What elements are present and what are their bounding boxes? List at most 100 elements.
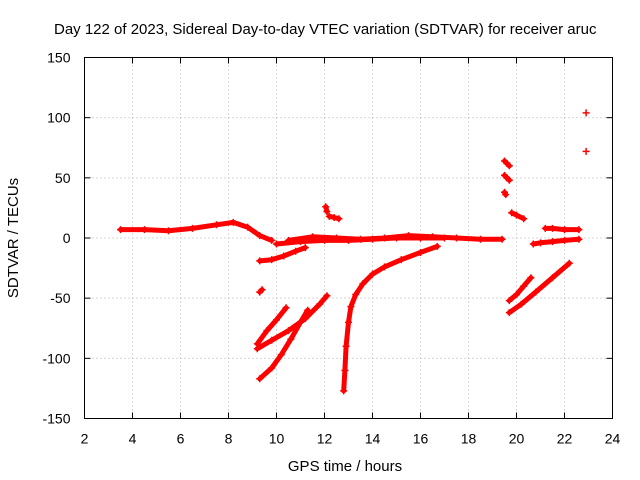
series-track-12 (501, 157, 513, 170)
data-point-marker (575, 235, 583, 243)
data-point-marker (342, 342, 350, 350)
data-point-marker (213, 221, 220, 229)
x-tick-label: 14 (365, 431, 381, 447)
data-point-marker (323, 292, 331, 300)
y-tick-label: -100 (42, 350, 70, 366)
data-point-marker (582, 109, 590, 117)
series-track-14 (501, 188, 510, 199)
data-point-marker (244, 223, 252, 231)
series-track-9 (322, 203, 331, 216)
x-tick-label: 4 (129, 431, 137, 447)
data-point-marker (513, 291, 520, 299)
series-track-11 (340, 242, 441, 395)
series-track-19 (505, 259, 573, 317)
data-point-marker (256, 232, 264, 240)
data-point-marker (277, 351, 285, 359)
series-track-8 (285, 232, 506, 244)
data-point-marker (285, 327, 292, 335)
data-point-marker (565, 259, 573, 267)
series-track-3 (256, 286, 266, 296)
x-tick-label: 8 (225, 431, 233, 447)
x-tick-labels: 2 4 6 8 10 12 14 16 18 20 22 24 (81, 431, 621, 447)
data-point-marker (537, 239, 544, 247)
data-point-marker (341, 366, 349, 374)
data-point-marker (268, 336, 276, 344)
data-point-marker (549, 274, 556, 282)
data-point-marker (282, 304, 290, 312)
data-point-marker (381, 263, 388, 271)
data-point-marker (575, 226, 583, 234)
data-point-marker (505, 297, 513, 305)
data-point-marker (508, 209, 516, 217)
series-line (286, 233, 505, 243)
data-point-marker (529, 240, 537, 248)
data-point-marker (505, 309, 513, 317)
x-tick-label: 6 (177, 431, 185, 447)
y-tick-labels: -150 -100 -50 0 50 100 150 (42, 50, 70, 427)
data-point-marker (273, 316, 280, 324)
data-point-marker (325, 212, 333, 220)
data-point-marker (359, 280, 367, 288)
data-point-marker (347, 303, 355, 311)
series-track-6 (256, 306, 312, 383)
data-point-marker (253, 345, 261, 353)
y-tick-label: -50 (50, 290, 70, 306)
data-point-marker (561, 236, 568, 244)
data-point-marker (505, 162, 513, 170)
data-point-marker (505, 176, 513, 184)
axis-ticks (84, 57, 613, 419)
series-line (254, 305, 289, 347)
data-point-marker (549, 238, 556, 246)
data-point-marker (477, 235, 484, 243)
data-point-marker (297, 318, 304, 326)
data-point-marker (541, 224, 549, 232)
data-point-marker (309, 233, 316, 241)
data-point-marker (280, 252, 288, 260)
x-tick-label: 12 (317, 431, 333, 447)
data-point-marker (357, 235, 364, 243)
data-point-marker (268, 256, 276, 264)
y-tick-label: -150 (42, 411, 70, 427)
series-line (257, 307, 311, 382)
series-track-16 (529, 235, 583, 248)
y-tick-label: 50 (55, 170, 71, 186)
data-point-marker (330, 214, 338, 222)
data-point-marker (520, 215, 528, 223)
data-point-marker (322, 203, 330, 211)
x-tick-label: 18 (461, 431, 477, 447)
x-tick-label: 2 (81, 431, 89, 447)
data-point-marker (285, 236, 292, 244)
x-axis-label: GPS time / hours (288, 458, 402, 475)
data-series (117, 109, 590, 395)
data-point-marker (287, 335, 295, 343)
data-point-marker (256, 257, 264, 265)
data-point-marker (316, 300, 324, 308)
data-point-marker (189, 224, 196, 232)
series-line (506, 260, 572, 316)
data-point-marker (433, 242, 441, 250)
data-point-marker (498, 235, 506, 243)
series-line (257, 245, 308, 264)
x-tick-label: 10 (269, 431, 285, 447)
y-axis-label: SDTVAR / TECUs (5, 178, 22, 298)
series-line (506, 275, 534, 304)
series-track-15 (508, 209, 528, 223)
data-point-marker (258, 286, 266, 294)
data-point-marker (335, 215, 343, 223)
x-tick-label: 16 (413, 431, 429, 447)
data-point-marker (340, 387, 348, 395)
data-point-marker (417, 248, 424, 256)
series-track-4 (253, 304, 290, 348)
data-point-marker (453, 234, 460, 242)
data-point-marker (263, 327, 271, 335)
data-point-marker (502, 191, 510, 199)
series-track-21 (582, 147, 590, 155)
series-track-5 (253, 292, 331, 353)
x-tick-label: 22 (557, 431, 573, 447)
data-point-marker (256, 375, 264, 383)
series-track-2 (256, 244, 309, 265)
data-point-marker (513, 211, 520, 219)
data-point-marker (397, 256, 405, 264)
data-point-marker (549, 224, 556, 232)
